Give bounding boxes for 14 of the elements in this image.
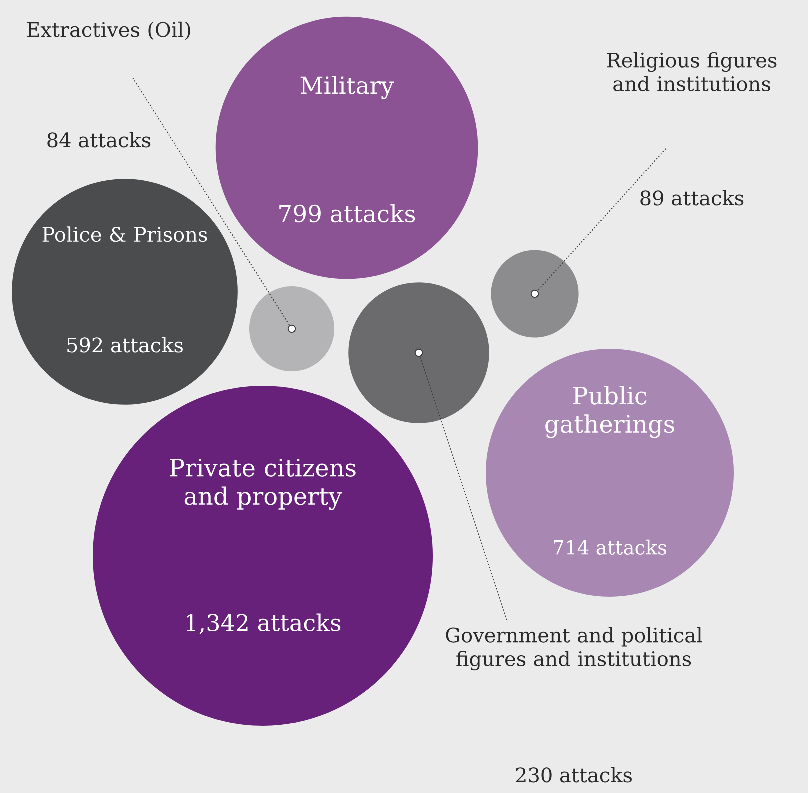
category-label: Police & Prisons [42, 226, 208, 242]
category-label: Public gatherings [546, 386, 674, 438]
category-label: Extractives (Oil) [27, 22, 190, 40]
category-label: Private citizens and property [170, 458, 356, 510]
category-label: Government and political figures and institutions [446, 627, 702, 671]
category-label: Religious figures and institutions [607, 52, 777, 92]
data-label: 592 attacks [68, 337, 183, 353]
data-label: 84 attacks [48, 132, 151, 148]
data-label: 230 attacks [516, 767, 632, 783]
category-label: Military [300, 76, 394, 100]
data-label: 1,342 attacks [186, 614, 341, 634]
data-label: 714 attacks [554, 540, 667, 555]
data-label: 799 attacks [280, 204, 416, 223]
data-label: 89 attacks [640, 190, 744, 206]
